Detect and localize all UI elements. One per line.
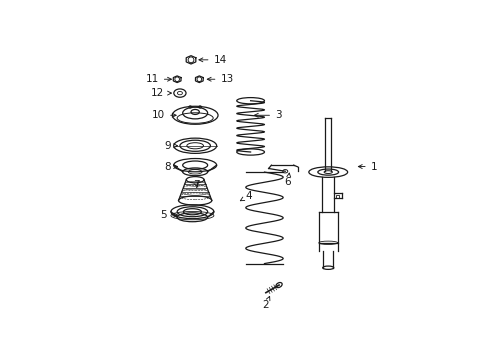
Text: 5: 5 (160, 210, 177, 220)
Text: 12: 12 (151, 88, 171, 98)
Text: 9: 9 (164, 141, 177, 151)
Text: 6: 6 (284, 173, 291, 187)
Text: 11: 11 (145, 74, 171, 84)
Text: 14: 14 (199, 55, 226, 65)
Text: 8: 8 (164, 162, 177, 172)
Bar (335, 195, 338, 198)
Text: 7: 7 (193, 180, 200, 190)
Text: 1: 1 (358, 162, 377, 172)
Text: 2: 2 (262, 296, 269, 310)
Text: 10: 10 (152, 110, 176, 120)
Text: 13: 13 (207, 74, 233, 84)
Text: 4: 4 (240, 191, 252, 201)
Text: 3: 3 (254, 110, 281, 120)
